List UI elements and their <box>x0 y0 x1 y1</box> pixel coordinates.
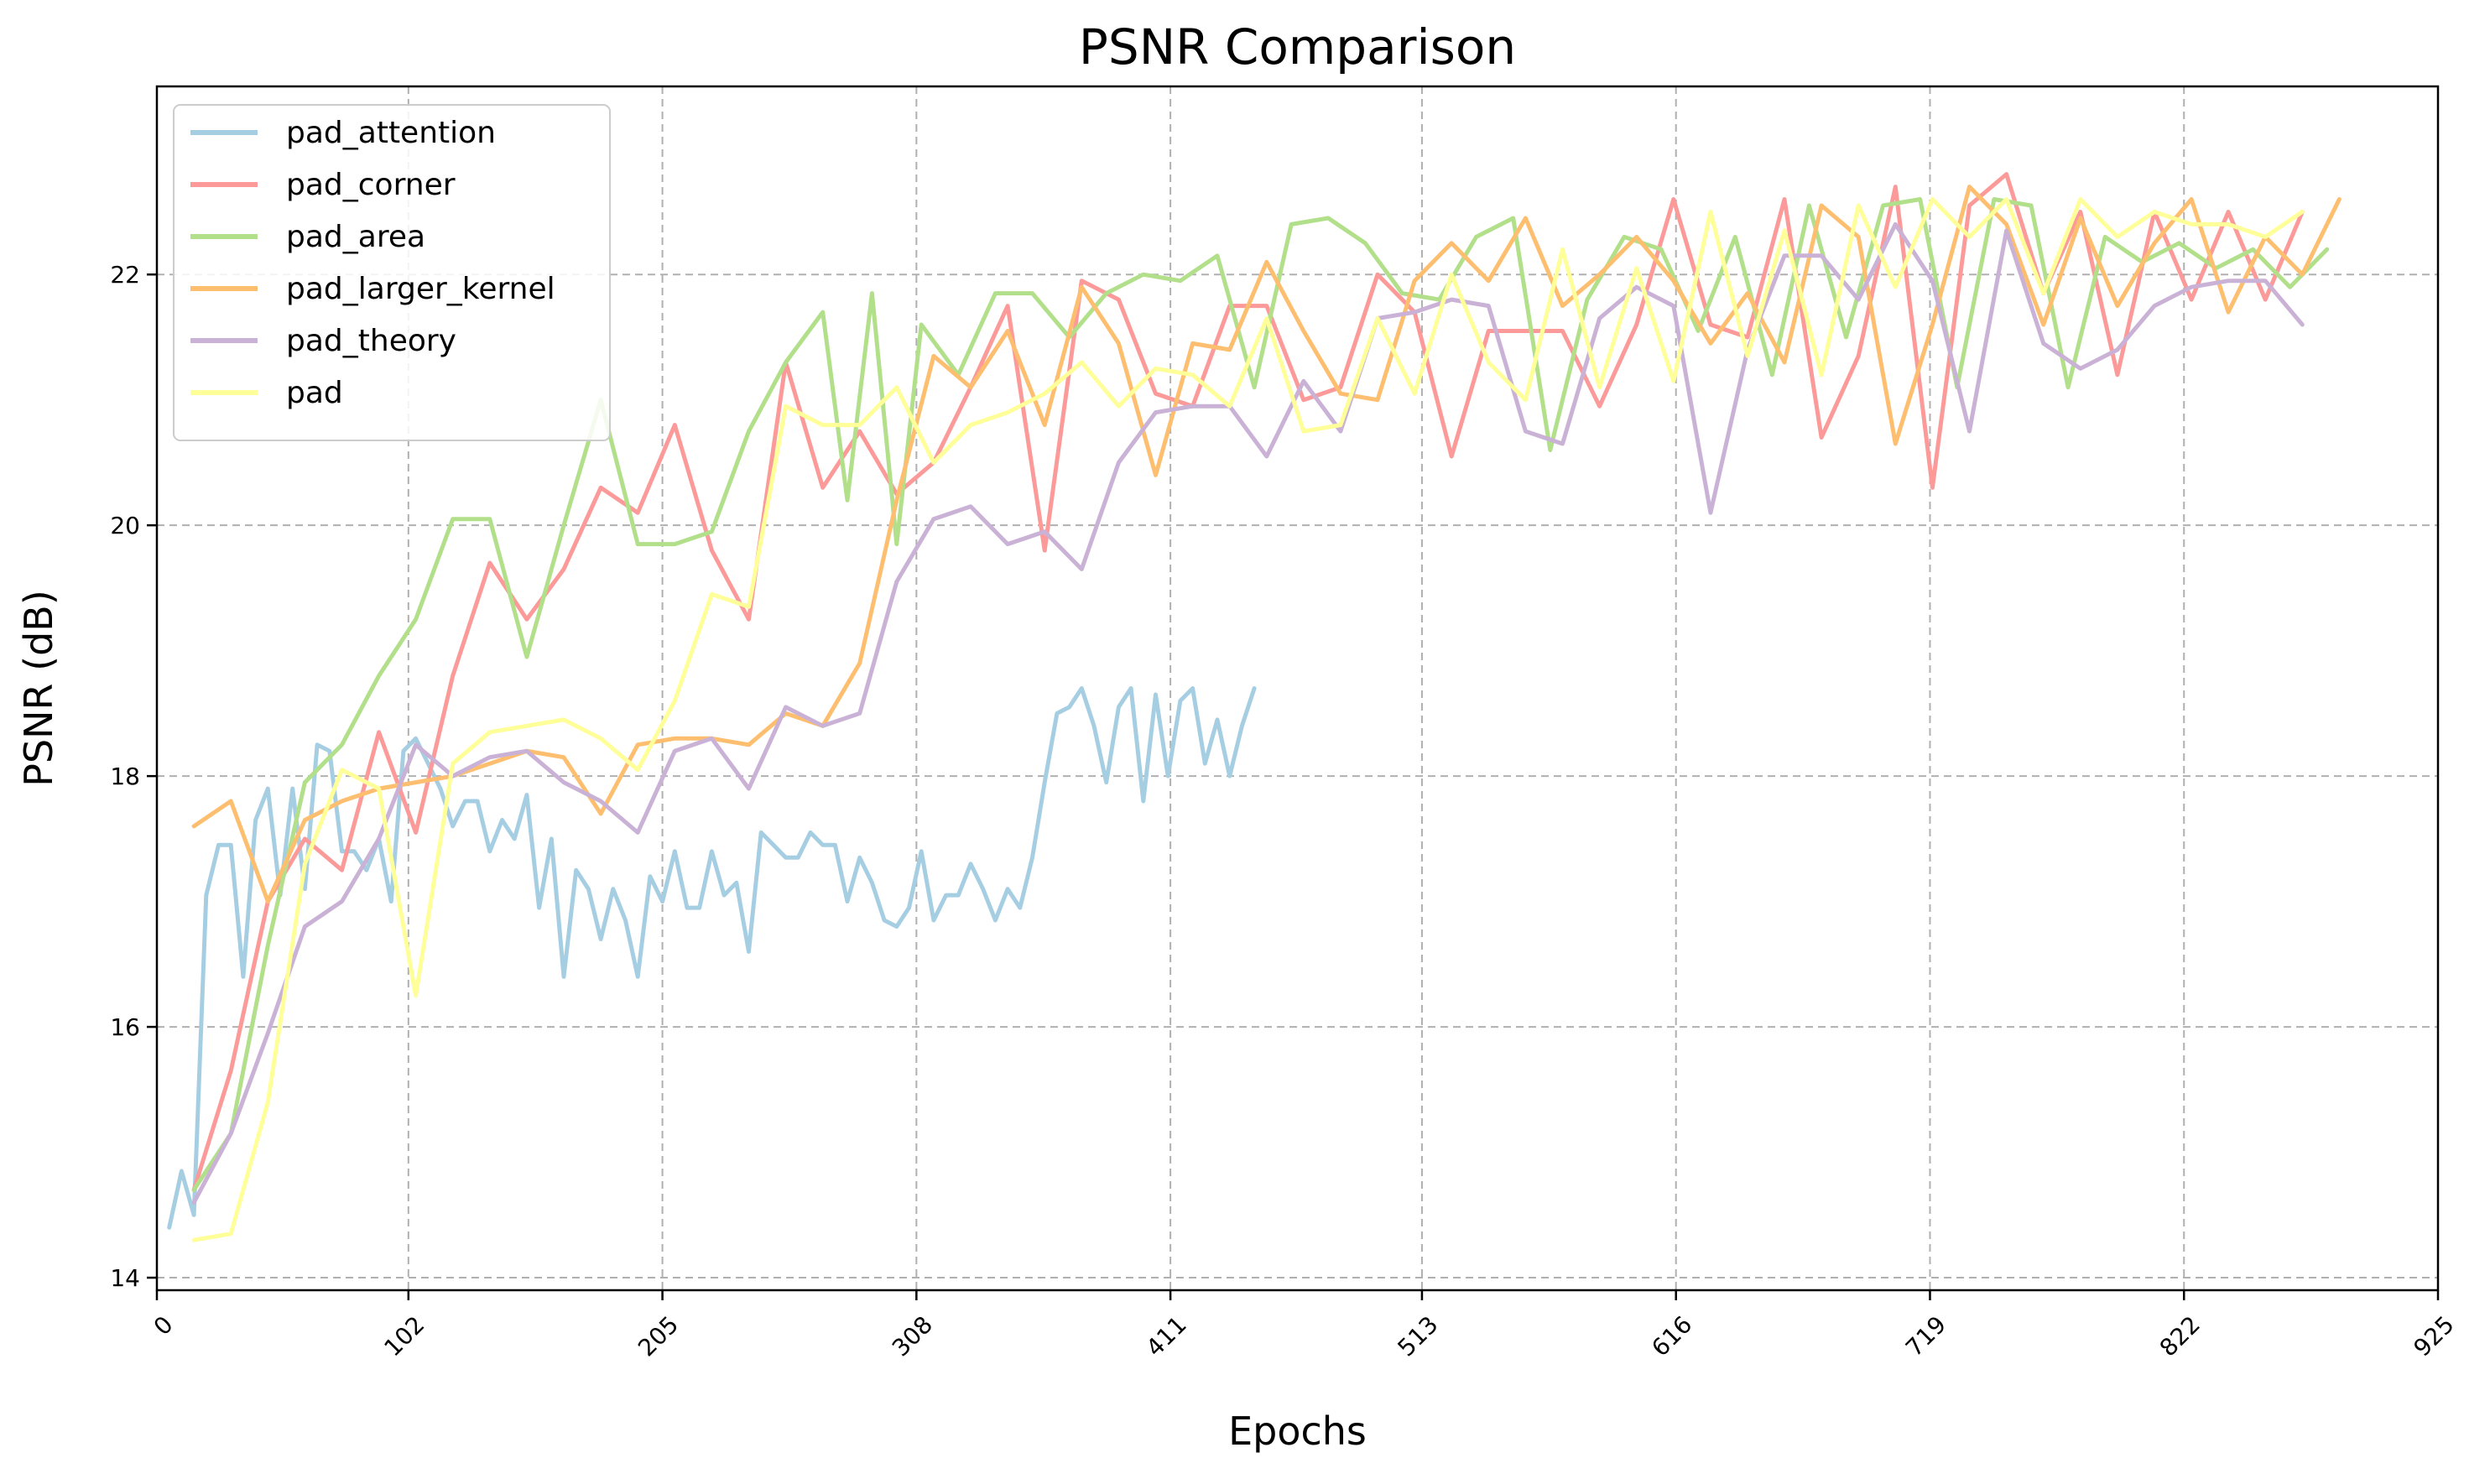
legend-label: pad <box>286 376 343 410</box>
legend-label: pad_larger_kernel <box>286 272 555 306</box>
chart-title: PSNR Comparison <box>1079 18 1516 76</box>
y-tick-label: 14 <box>110 1264 140 1292</box>
legend-box <box>173 104 611 441</box>
y-tick-label: 20 <box>110 512 140 539</box>
y-axis-ticks: 14 16 18 20 22 <box>110 261 157 1292</box>
series-line-pad-area <box>191 197 2330 1192</box>
legend: pad_attention pad_corner pad_area pad_large… <box>173 104 611 441</box>
legend-label: pad_attention <box>286 116 496 150</box>
series-line-pad <box>191 197 2305 1242</box>
y-axis-title: PSNR (dB) <box>16 590 61 787</box>
legend-label: pad_corner <box>286 168 456 202</box>
series-line-pad-theory <box>191 221 2305 1205</box>
y-tick-label: 18 <box>110 763 140 790</box>
plot-frame <box>155 85 2440 1292</box>
legend-label: pad_area <box>286 220 425 254</box>
x-axis-title: Epochs <box>1228 1408 1367 1454</box>
series-lines <box>167 172 2342 1242</box>
y-tick-label: 22 <box>110 261 140 289</box>
series-line-pad-attention <box>167 686 1257 1230</box>
series-line-pad-larger-kernel <box>191 185 2342 904</box>
legend-label: pad_theory <box>286 324 456 358</box>
y-tick-label: 16 <box>110 1013 140 1041</box>
